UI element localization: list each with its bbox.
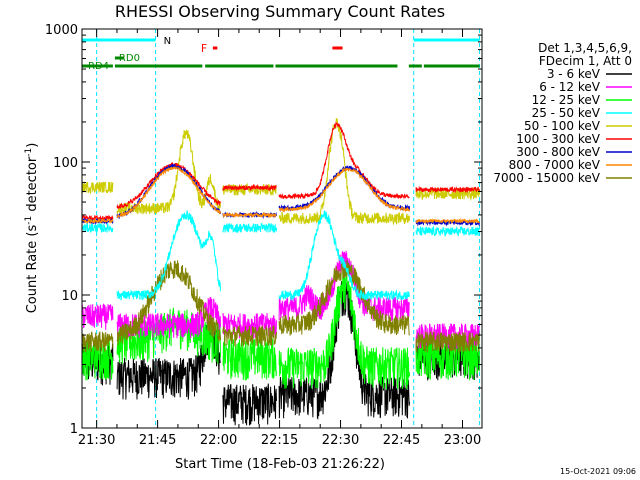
x-tick-label-3: 22:15 — [261, 433, 298, 448]
axes: 21:30 21:45 22:00 22:15 22:30 22:45 23:00 1 10 10… — [45, 23, 482, 448]
rd4-label: RD4 — [88, 61, 109, 72]
x-tick-label-0: 21:30 — [78, 433, 115, 448]
y-axis-label: Count Rate (s-1 detector-1) — [24, 143, 40, 314]
y-tick-label-0: 1 — [70, 422, 78, 437]
plot-area — [82, 29, 481, 428]
y-tick-label-1: 10 — [61, 289, 78, 304]
legend-header-1: FDecim 1, Att 0 — [539, 54, 632, 68]
series-line-2 — [82, 268, 480, 390]
legend-label-7: 800 - 7000 keV — [509, 158, 601, 172]
chart-title: RHESSI Observing Summary Count Rates — [115, 2, 445, 21]
x-tick-label-2: 22:00 — [200, 433, 237, 448]
series-line-3 — [82, 210, 480, 301]
x-tick-label-4: 22:30 — [322, 433, 359, 448]
legend: Det 1,3,4,5,6,9,FDecim 1, Att 03 - 6 keV… — [493, 41, 632, 185]
y-label-part-2: detector — [25, 156, 40, 216]
legend-header-0: Det 1,3,4,5,6,9, — [538, 41, 632, 55]
night-label: N — [164, 36, 171, 47]
y-tick-label-2: 100 — [53, 156, 78, 171]
legend-label-3: 25 - 50 keV — [532, 106, 601, 120]
series-line-7 — [82, 165, 480, 225]
legend-label-8: 7000 - 15000 keV — [493, 171, 600, 185]
legend-label-2: 12 - 25 keV — [532, 93, 601, 107]
legend-label-1: 6 - 12 keV — [539, 80, 601, 94]
render-timestamp: 15-Oct-2021 09:06 — [560, 467, 636, 476]
series-line-8 — [82, 259, 480, 355]
legend-label-6: 300 - 800 keV — [516, 145, 600, 159]
y-label-part-3: ) — [25, 143, 40, 148]
legend-label-4: 50 - 100 keV — [524, 119, 601, 133]
flare-label: F — [201, 42, 207, 55]
y-tick-label-3: 1000 — [45, 23, 78, 38]
x-axis-label: Start Time (18-Feb-03 21:26:22) — [175, 457, 385, 472]
legend-label-0: 3 - 6 keV — [547, 67, 601, 81]
y-label-part-1: Count Rate (s — [25, 225, 40, 314]
x-tick-label-6: 23:00 — [444, 433, 481, 448]
legend-label-5: 100 - 300 keV — [516, 132, 600, 146]
y-label-sup-1: -1 — [24, 216, 34, 225]
y-label-sup-2: -1 — [24, 148, 34, 157]
rd0-label: RD0 — [119, 53, 140, 64]
plot-frame — [81, 28, 483, 429]
x-tick-label-1: 21:45 — [139, 433, 176, 448]
x-tick-label-5: 22:45 — [383, 433, 420, 448]
